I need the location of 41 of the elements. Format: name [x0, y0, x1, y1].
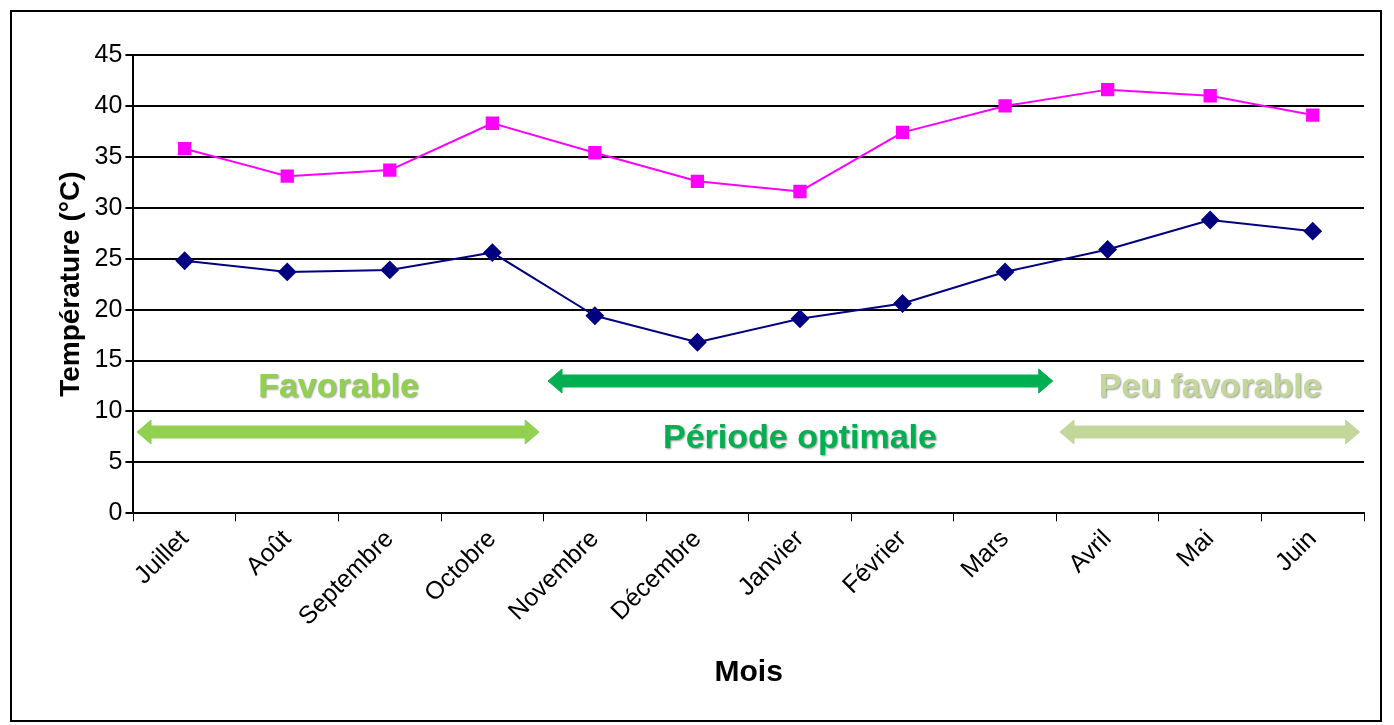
point [383, 163, 397, 177]
point [1201, 210, 1220, 229]
point [1306, 108, 1320, 122]
point [996, 262, 1015, 281]
y-tick-label: 15 [94, 344, 123, 373]
point [793, 184, 807, 199]
point [380, 260, 399, 279]
point [178, 142, 192, 156]
y-tick-label: 35 [94, 140, 123, 169]
y-tick-label: 45 [94, 38, 123, 67]
y-tick-label: 20 [94, 293, 123, 322]
point [585, 306, 604, 325]
point [1100, 82, 1115, 97]
point [1303, 222, 1322, 241]
point [588, 146, 602, 160]
point [690, 174, 705, 188]
y-tick-label: 5 [108, 446, 123, 475]
x-axis-title: Mois [714, 654, 783, 688]
point [998, 99, 1012, 113]
x-tick-label: Mai [1170, 523, 1219, 572]
point [688, 333, 707, 352]
y-tick-label: 30 [94, 191, 123, 220]
x-tick-label: Juin [1268, 523, 1322, 576]
point [483, 243, 502, 262]
point [1203, 89, 1217, 103]
point [790, 309, 809, 328]
y-tick-label: 40 [94, 89, 123, 118]
annotation: Période optimale [662, 416, 937, 456]
y-axis-title: Température (°C) [53, 171, 85, 397]
y-tick-label: 10 [94, 395, 123, 424]
annotation: Peu favorable [1098, 365, 1322, 405]
point [1098, 240, 1117, 259]
y-tick-label: 0 [108, 497, 123, 526]
point [280, 169, 294, 183]
point [278, 262, 297, 281]
y-tick-label: 25 [94, 242, 123, 271]
point [895, 125, 910, 140]
point [175, 251, 194, 270]
point [893, 294, 912, 313]
point [485, 116, 499, 130]
annotation: Favorable [258, 365, 419, 405]
